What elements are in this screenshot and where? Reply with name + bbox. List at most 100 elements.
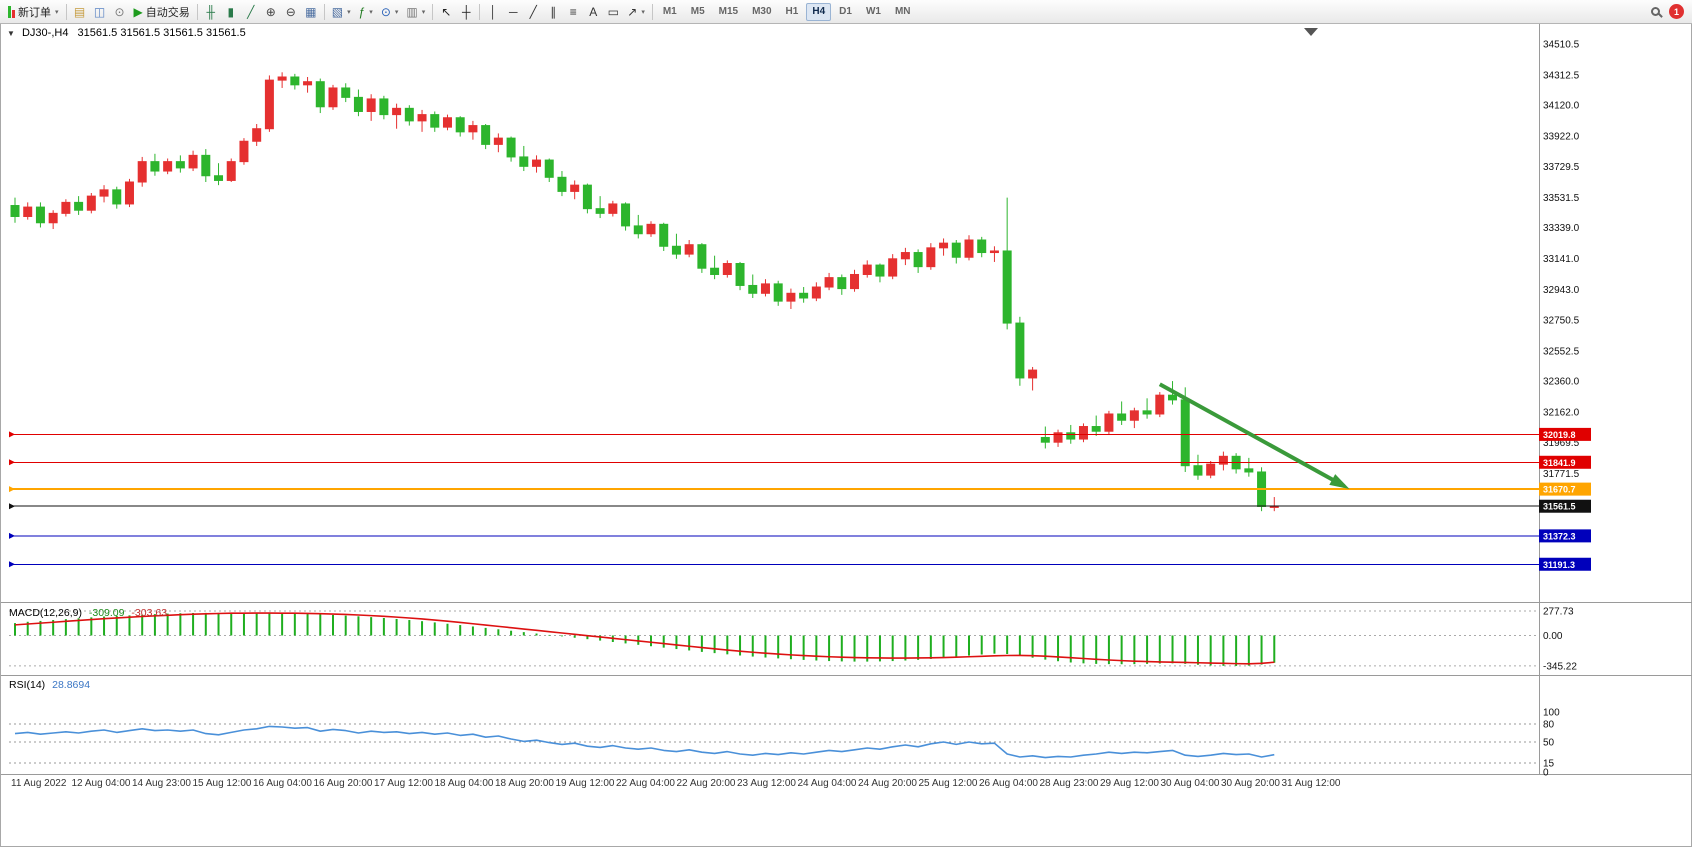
line-chart-icon: ╱: [247, 4, 255, 19]
time-tick: 25 Aug 12:00: [919, 778, 978, 789]
toolbar-separator: [196, 3, 198, 20]
timeframe-mn[interactable]: MN: [889, 3, 917, 21]
timeframe-m15[interactable]: M15: [713, 3, 744, 21]
timeframe-m30[interactable]: M30: [746, 3, 777, 21]
candle-body: [722, 263, 732, 275]
price-line-badge: [1539, 482, 1591, 496]
tile-windows-icon[interactable]: ▦: [301, 2, 321, 22]
price-line-badge-label: 31191.3: [1543, 560, 1575, 570]
price-line-badge-label: 31670.7: [1543, 485, 1576, 495]
candle-body: [671, 245, 681, 255]
fibonacci-icon[interactable]: ≡: [563, 2, 583, 22]
timeframe-w1[interactable]: W1: [860, 3, 887, 21]
bar-chart-icon[interactable]: ╫: [201, 2, 221, 22]
candle-body: [468, 125, 478, 133]
timeframe-h1[interactable]: H1: [780, 3, 805, 21]
chart-shift-marker[interactable]: [1304, 28, 1318, 36]
channel-icon[interactable]: ∥: [543, 2, 563, 22]
timeframe-h4[interactable]: H4: [806, 2, 832, 21]
candle-body: [824, 277, 834, 288]
candle-body: [570, 184, 580, 192]
chart-canvas[interactable]: 34510.5 34312.5 34120.0 33922.0 33729.5 33531…: [1, 24, 1692, 847]
rsi-axis-tick: 80: [1543, 720, 1555, 731]
vertical-line-icon[interactable]: │: [483, 2, 503, 22]
auto-trading-button[interactable]: ▶ 自动交易: [130, 2, 194, 22]
candle-body: [1091, 426, 1101, 432]
zoom-out-icon[interactable]: ⊖: [281, 2, 301, 22]
timeframe-m1[interactable]: M1: [657, 3, 683, 21]
candle-body: [900, 252, 910, 260]
arrows-icon[interactable]: ↗ ▾: [623, 2, 649, 22]
line-chart-icon[interactable]: ╱: [241, 2, 261, 22]
time-tick: 23 Aug 12:00: [737, 778, 796, 789]
candle-body: [188, 154, 198, 169]
market-watch-icon[interactable]: ▤: [70, 2, 90, 22]
timeframe-m5[interactable]: M5: [685, 3, 711, 21]
time-tick: 26 Aug 04:00: [979, 778, 1038, 789]
candle-body: [290, 76, 300, 86]
arrows-icon: ↗: [627, 4, 638, 19]
crosshair-icon[interactable]: ┼: [456, 2, 476, 22]
time-tick: 30 Aug 04:00: [1161, 778, 1220, 789]
hline-marker: [9, 561, 15, 568]
label-icon[interactable]: ▭: [603, 2, 623, 22]
candle-body: [786, 292, 796, 302]
new-chart-icon[interactable]: ▧ ▾: [328, 2, 355, 22]
candle-body: [86, 195, 96, 211]
community-icon: ⊙: [114, 4, 125, 19]
zoom-in-icon: ⊕: [265, 4, 276, 19]
time-axis[interactable]: 11 Aug 2022 12 Aug 04:00 14 Aug 23:00 15 Au…: [11, 778, 1341, 789]
candle-body: [1002, 250, 1012, 324]
new-order-button[interactable]: 新订单 ▾: [4, 2, 63, 22]
label-icon: ▭: [607, 4, 619, 19]
toolbar-separator: [323, 3, 325, 20]
time-tick: 17 Aug 12:00: [374, 778, 433, 789]
candle-body: [303, 81, 313, 86]
candle-body: [799, 292, 809, 299]
templates-icon[interactable]: ▥ ▾: [402, 2, 429, 22]
macd-axis-tick: 277.73: [1543, 606, 1574, 617]
price-tick: 32360.0: [1543, 377, 1580, 388]
search-button[interactable]: [1645, 2, 1665, 22]
indicators-icon[interactable]: ƒ ▾: [355, 2, 377, 22]
candle-body: [697, 244, 707, 269]
trend-arrow[interactable]: [1158, 382, 1346, 488]
time-tick: 14 Aug 23:00: [132, 778, 191, 789]
horizontal-line-icon[interactable]: ─: [503, 2, 523, 22]
candle-body: [366, 98, 376, 112]
candle-body: [277, 76, 287, 81]
candlestick-chart-icon[interactable]: ▮: [221, 2, 241, 22]
caret-icon: ▾: [369, 8, 373, 16]
candles-icon: [8, 5, 15, 18]
trendline-icon[interactable]: ╱: [523, 2, 543, 22]
text-icon[interactable]: A: [583, 2, 603, 22]
candle-body: [430, 114, 440, 128]
price-line-badge: [1539, 557, 1591, 571]
price-line-badge-label: 31561.5: [1543, 502, 1576, 512]
community-icon[interactable]: ⊙: [110, 2, 130, 22]
channel-icon: ∥: [550, 4, 557, 19]
candle-body: [595, 208, 605, 214]
price-line-badge-label: 31841.9: [1543, 458, 1576, 468]
candle-body: [621, 203, 631, 227]
candle-body: [353, 96, 363, 112]
zoom-in-icon[interactable]: ⊕: [261, 2, 281, 22]
candles-layer: [10, 72, 1279, 512]
candle-body: [748, 284, 758, 294]
candle-body: [862, 264, 872, 275]
candle-body: [1066, 432, 1076, 440]
caret-icon: ▾: [421, 8, 426, 16]
cursor-icon[interactable]: ↖: [436, 2, 456, 22]
price-line-badge-label: 32019.8: [1543, 430, 1576, 440]
hline-marker: [9, 532, 15, 539]
candle-body: [1168, 394, 1178, 401]
data-window-icon[interactable]: ◫: [90, 2, 110, 22]
clock-icon[interactable]: ⊙ ▾: [377, 2, 403, 22]
search-icon: [1650, 7, 1660, 16]
timeframe-d1[interactable]: D1: [833, 3, 858, 21]
candle-body: [61, 201, 71, 214]
price-tick: 34510.5: [1543, 40, 1580, 51]
price-axis[interactable]: 34510.5 34312.5 34120.0 33922.0 33729.5 33531…: [1543, 40, 1580, 480]
candle-body: [1142, 410, 1152, 415]
notification-badge[interactable]: 1: [1669, 4, 1684, 19]
